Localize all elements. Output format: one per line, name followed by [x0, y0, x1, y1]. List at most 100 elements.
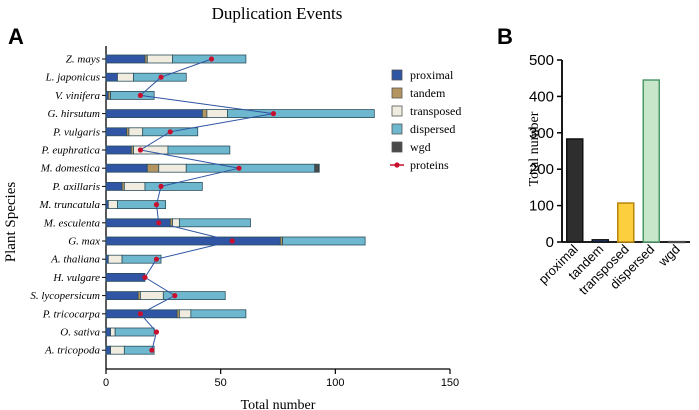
chart-b-y-tick-label: 0 [546, 234, 554, 251]
proteins-point [153, 256, 160, 262]
legend-label-proximal: proximal [410, 68, 454, 82]
proteins-point [137, 147, 143, 153]
legend-swatch-transposed [391, 105, 403, 117]
chart-b-y-tick-label: 100 [529, 198, 554, 215]
bar-dispersed [144, 181, 203, 191]
bar-dispersed [190, 309, 247, 319]
bar-dispersed [121, 254, 162, 264]
bar-proximal [105, 163, 148, 173]
chart-a-category-label: V. vinifera [55, 90, 101, 102]
bar-tandem [201, 109, 208, 118]
bar-transposed [139, 291, 164, 301]
legend-label-transposed: transposed [410, 104, 461, 118]
legend-swatch-proximal [391, 69, 403, 81]
proteins-point [137, 92, 143, 98]
bar-dispersed [185, 163, 316, 173]
chart-a-category-label: H. vulgare [52, 272, 100, 284]
proteins-point [137, 311, 143, 317]
bar-dispersed [227, 109, 375, 118]
panel-b-label: B [497, 24, 513, 49]
bar-transposed [128, 127, 144, 137]
legend-swatch-wgd [391, 141, 403, 153]
chart-a-bars [105, 54, 375, 355]
bar-proximal [105, 72, 118, 82]
chart-b-bar-proximal [566, 138, 584, 243]
chart-a-x-tick-label: 0 [103, 377, 109, 389]
chart-b-bars [566, 79, 686, 244]
chart-b-bar-wgd [668, 240, 686, 244]
bar-proximal [105, 272, 146, 282]
bar-proximal [105, 291, 139, 301]
bar-transposed [172, 218, 180, 228]
bar-dispersed [167, 145, 231, 155]
bar-transposed [117, 72, 134, 82]
bar-transposed [206, 109, 228, 118]
proteins-point [153, 202, 160, 208]
chart-b-y-tick-label: 200 [529, 161, 554, 178]
chart-a-category-labels: Z. mays L. japonicus V. vinifera G. hirsutu… [30, 54, 106, 357]
proteins-point [156, 220, 162, 226]
bar-wgd [314, 163, 320, 173]
chart-a-xlabel: Total number [241, 398, 316, 410]
chart-a-proteins-line [137, 56, 277, 353]
bar-transposed [110, 345, 125, 355]
proteins-point [149, 347, 155, 353]
bar-proximal [105, 145, 132, 155]
chart-b-bar-transposed [617, 202, 635, 243]
chart-a-category-label: Z. mays [66, 54, 100, 66]
bar-dispersed [162, 291, 226, 301]
bar-proximal [105, 181, 123, 191]
chart-a-x-tick-label: 50 [215, 377, 227, 389]
chart-b-bar-dispersed [642, 79, 660, 243]
chart-b-category-label: wgd [655, 242, 683, 270]
bar-proximal [105, 327, 111, 337]
chart-a-x-ticks: 0 50 100 150 [103, 369, 459, 389]
chart-a-x-tick-label: 150 [441, 377, 459, 389]
panel-a-label: A [8, 24, 24, 49]
legend-swatch-dispersed [391, 123, 403, 135]
bar-dispersed [114, 327, 155, 337]
legend-label-wgd: wgd [410, 140, 431, 154]
proteins-point [236, 165, 242, 171]
proteins-point [158, 183, 164, 189]
chart-b-y-tick-label: 400 [529, 88, 554, 105]
chart-a-category-label: M. esculenta [43, 217, 101, 229]
legend-label-dispersed: dispersed [410, 122, 455, 136]
chart-a-category-label: P. vulgaris [52, 126, 100, 138]
bar-transposed [107, 200, 118, 210]
chart-b-y-tick-label: 500 [529, 52, 554, 69]
bar-proximal [105, 236, 281, 246]
chart-a-title: Duplication Events [212, 4, 343, 23]
proteins-point [153, 329, 160, 335]
chart-a-category-label: M. domestica [40, 163, 101, 175]
bar-tandem [146, 163, 160, 173]
proteins-point [172, 293, 178, 299]
chart-a-category-label: A. thaliana [50, 254, 100, 266]
legend-marker-proteins [394, 162, 400, 168]
bar-dispersed [178, 218, 251, 228]
chart-a-category-label: A. tricopoda [44, 345, 100, 357]
bar-dispersed [110, 91, 155, 100]
proteins-point [270, 111, 277, 117]
chart-a-category-label: M. truncatula [39, 199, 101, 211]
chart-a-category-label: G. hirsutum [47, 108, 100, 120]
chart-a-category-label: S. lycopersicum [30, 290, 100, 302]
bar-dispersed [282, 236, 366, 246]
proteins-point [229, 238, 235, 244]
chart-a-category-label: O. sativa [60, 327, 100, 339]
chart-b-ylabel: Total number [527, 111, 542, 186]
proteins-point [167, 129, 173, 135]
chart-b-bar-tandem [591, 239, 609, 243]
bar-proximal [105, 345, 111, 355]
chart-a-legend: proximal tandem transposed dispersed wgd prot… [390, 68, 461, 172]
legend-label-proteins: proteins [410, 158, 449, 172]
legend-swatch-tandem [391, 87, 403, 99]
bar-proximal [105, 54, 146, 64]
bar-transposed [123, 181, 146, 191]
bar-dispersed [117, 200, 167, 210]
chart-a-x-tick-label: 100 [326, 377, 344, 389]
proteins-point [158, 74, 164, 80]
bar-proximal [105, 127, 128, 137]
bar-proximal [105, 109, 203, 118]
